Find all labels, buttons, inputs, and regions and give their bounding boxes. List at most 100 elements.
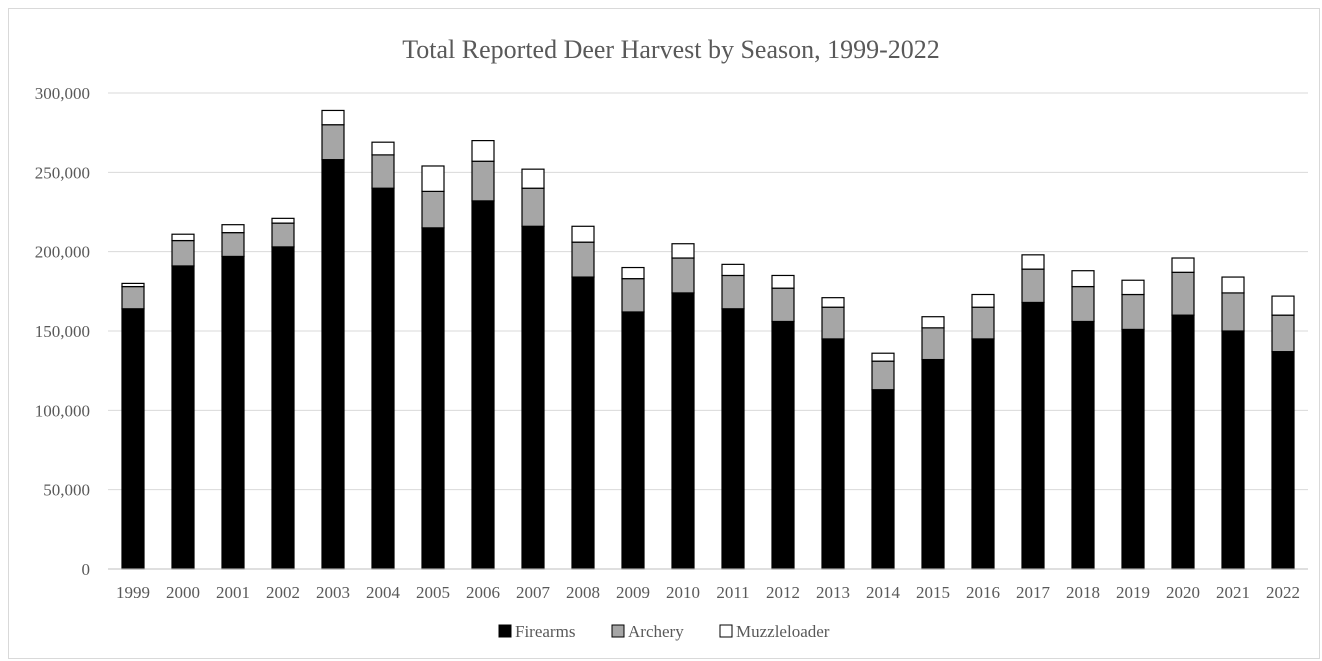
x-tick-label: 2006 bbox=[466, 583, 500, 602]
bar-segment-muzzleloader bbox=[271, 217, 295, 224]
bar-segment-archery bbox=[821, 306, 845, 340]
bar-stack-2001 bbox=[221, 224, 245, 570]
bar-segment-firearms bbox=[521, 225, 545, 570]
x-tick-label: 2000 bbox=[166, 583, 200, 602]
bar-segment-archery bbox=[171, 239, 195, 267]
x-tick-label: 2002 bbox=[266, 583, 300, 602]
y-tick-label: 0 bbox=[82, 560, 91, 579]
bar-segment-firearms bbox=[421, 227, 445, 570]
bar-segment-firearms bbox=[1171, 314, 1195, 570]
bar-stack-2010 bbox=[671, 243, 695, 570]
y-tick-label: 50,000 bbox=[43, 481, 90, 500]
bar-stack-2014 bbox=[871, 352, 895, 570]
bar-segment-firearms bbox=[121, 308, 145, 570]
bar-segment-firearms bbox=[371, 187, 395, 570]
x-tick-label: 2017 bbox=[1016, 583, 1051, 602]
legend-label: Archery bbox=[628, 622, 684, 641]
x-tick-label: 2012 bbox=[766, 583, 800, 602]
legend-swatch bbox=[719, 624, 733, 638]
bar-segment-archery bbox=[1121, 293, 1145, 331]
bar-segment-archery bbox=[471, 160, 495, 202]
bar-segment-muzzleloader bbox=[371, 141, 395, 156]
bar-segment-firearms bbox=[1071, 320, 1095, 570]
bar-stack-2020 bbox=[1171, 257, 1195, 570]
bar-segment-muzzleloader bbox=[221, 224, 245, 234]
legend-label: Muzzleloader bbox=[736, 622, 830, 641]
bar-stack-2008 bbox=[571, 225, 595, 570]
bar-stack-2002 bbox=[271, 217, 295, 570]
bar-segment-muzzleloader bbox=[871, 352, 895, 362]
bar-segment-archery bbox=[1071, 285, 1095, 323]
bar-segment-firearms bbox=[771, 320, 795, 570]
bar-stack-2021 bbox=[1221, 276, 1245, 570]
bar-segment-archery bbox=[121, 285, 145, 310]
bar-segment-firearms bbox=[1271, 351, 1295, 570]
bar-segment-archery bbox=[971, 306, 995, 340]
x-tick-label: 2016 bbox=[966, 583, 1000, 602]
bar-segment-firearms bbox=[171, 265, 195, 570]
bar-segment-firearms bbox=[1021, 301, 1045, 570]
y-tick-label: 100,000 bbox=[35, 401, 90, 420]
legend-swatch bbox=[611, 624, 625, 638]
bar-segment-muzzleloader bbox=[1221, 276, 1245, 294]
bar-segment-firearms bbox=[471, 200, 495, 570]
bar-segment-muzzleloader bbox=[421, 165, 445, 192]
y-tick-label: 300,000 bbox=[35, 84, 90, 103]
bar-segment-muzzleloader bbox=[1171, 257, 1195, 273]
bar-segment-firearms bbox=[721, 308, 745, 570]
bar-segment-archery bbox=[1171, 271, 1195, 316]
legend-label: Firearms bbox=[515, 622, 575, 641]
bar-stack-2017 bbox=[1021, 254, 1045, 570]
x-tick-label: 2008 bbox=[566, 583, 600, 602]
bar-segment-muzzleloader bbox=[921, 316, 945, 329]
x-tick-label: 2018 bbox=[1066, 583, 1100, 602]
bar-segment-archery bbox=[371, 154, 395, 189]
x-tick-label: 2013 bbox=[816, 583, 850, 602]
bar-segment-firearms bbox=[1121, 328, 1145, 570]
bar-stack-2018 bbox=[1071, 270, 1095, 570]
bar-segment-archery bbox=[721, 274, 745, 310]
bar-stack-2009 bbox=[621, 266, 645, 570]
bar-segment-muzzleloader bbox=[1071, 270, 1095, 288]
bar-segment-archery bbox=[271, 222, 295, 248]
bar-segment-muzzleloader bbox=[721, 263, 745, 277]
bar-segment-archery bbox=[521, 187, 545, 227]
bar-segment-firearms bbox=[321, 159, 345, 570]
bar-segment-archery bbox=[321, 124, 345, 161]
legend-item-muzzleloader: Muzzleloader bbox=[719, 622, 830, 641]
x-tick-label: 2021 bbox=[1216, 583, 1250, 602]
bar-segment-archery bbox=[671, 257, 695, 294]
bar-groups bbox=[121, 109, 1295, 570]
bar-segment-muzzleloader bbox=[471, 140, 495, 162]
bar-segment-firearms bbox=[571, 276, 595, 570]
bar-segment-archery bbox=[1271, 314, 1295, 353]
bar-segment-muzzleloader bbox=[521, 168, 545, 189]
x-tick-label: 2001 bbox=[216, 583, 250, 602]
bar-segment-firearms bbox=[221, 255, 245, 570]
legend-item-archery: Archery bbox=[611, 622, 684, 641]
bar-stack-2022 bbox=[1271, 295, 1295, 570]
bar-segment-muzzleloader bbox=[571, 225, 595, 243]
x-tick-label: 2014 bbox=[866, 583, 901, 602]
bar-segment-archery bbox=[421, 190, 445, 229]
bar-segment-firearms bbox=[1221, 330, 1245, 570]
x-tick-label: 2007 bbox=[516, 583, 551, 602]
bar-segment-firearms bbox=[821, 338, 845, 570]
bar-segment-archery bbox=[771, 287, 795, 323]
x-tick-label: 2019 bbox=[1116, 583, 1150, 602]
y-tick-label: 250,000 bbox=[35, 163, 90, 182]
x-axis-ticks: 1999 2000 2001 2002 2003 2004 2005 2006 2007 2008… bbox=[116, 583, 1300, 602]
bar-stack-2007 bbox=[521, 168, 545, 570]
legend: Firearms Archery Muzzleloader bbox=[498, 622, 830, 641]
bar-segment-archery bbox=[571, 241, 595, 278]
legend-swatch bbox=[498, 624, 512, 638]
bar-segment-muzzleloader bbox=[671, 243, 695, 259]
bar-segment-muzzleloader bbox=[1271, 295, 1295, 316]
bar-stack-2006 bbox=[471, 140, 495, 570]
bar-segment-muzzleloader bbox=[971, 293, 995, 308]
x-tick-label: 2003 bbox=[316, 583, 350, 602]
bar-segment-archery bbox=[921, 327, 945, 361]
bar-segment-archery bbox=[1221, 292, 1245, 332]
bar-segment-muzzleloader bbox=[1021, 254, 1045, 270]
y-axis-ticks: 0 50,000 100,000 150,000 200,000 250,000 300,0… bbox=[35, 84, 90, 579]
